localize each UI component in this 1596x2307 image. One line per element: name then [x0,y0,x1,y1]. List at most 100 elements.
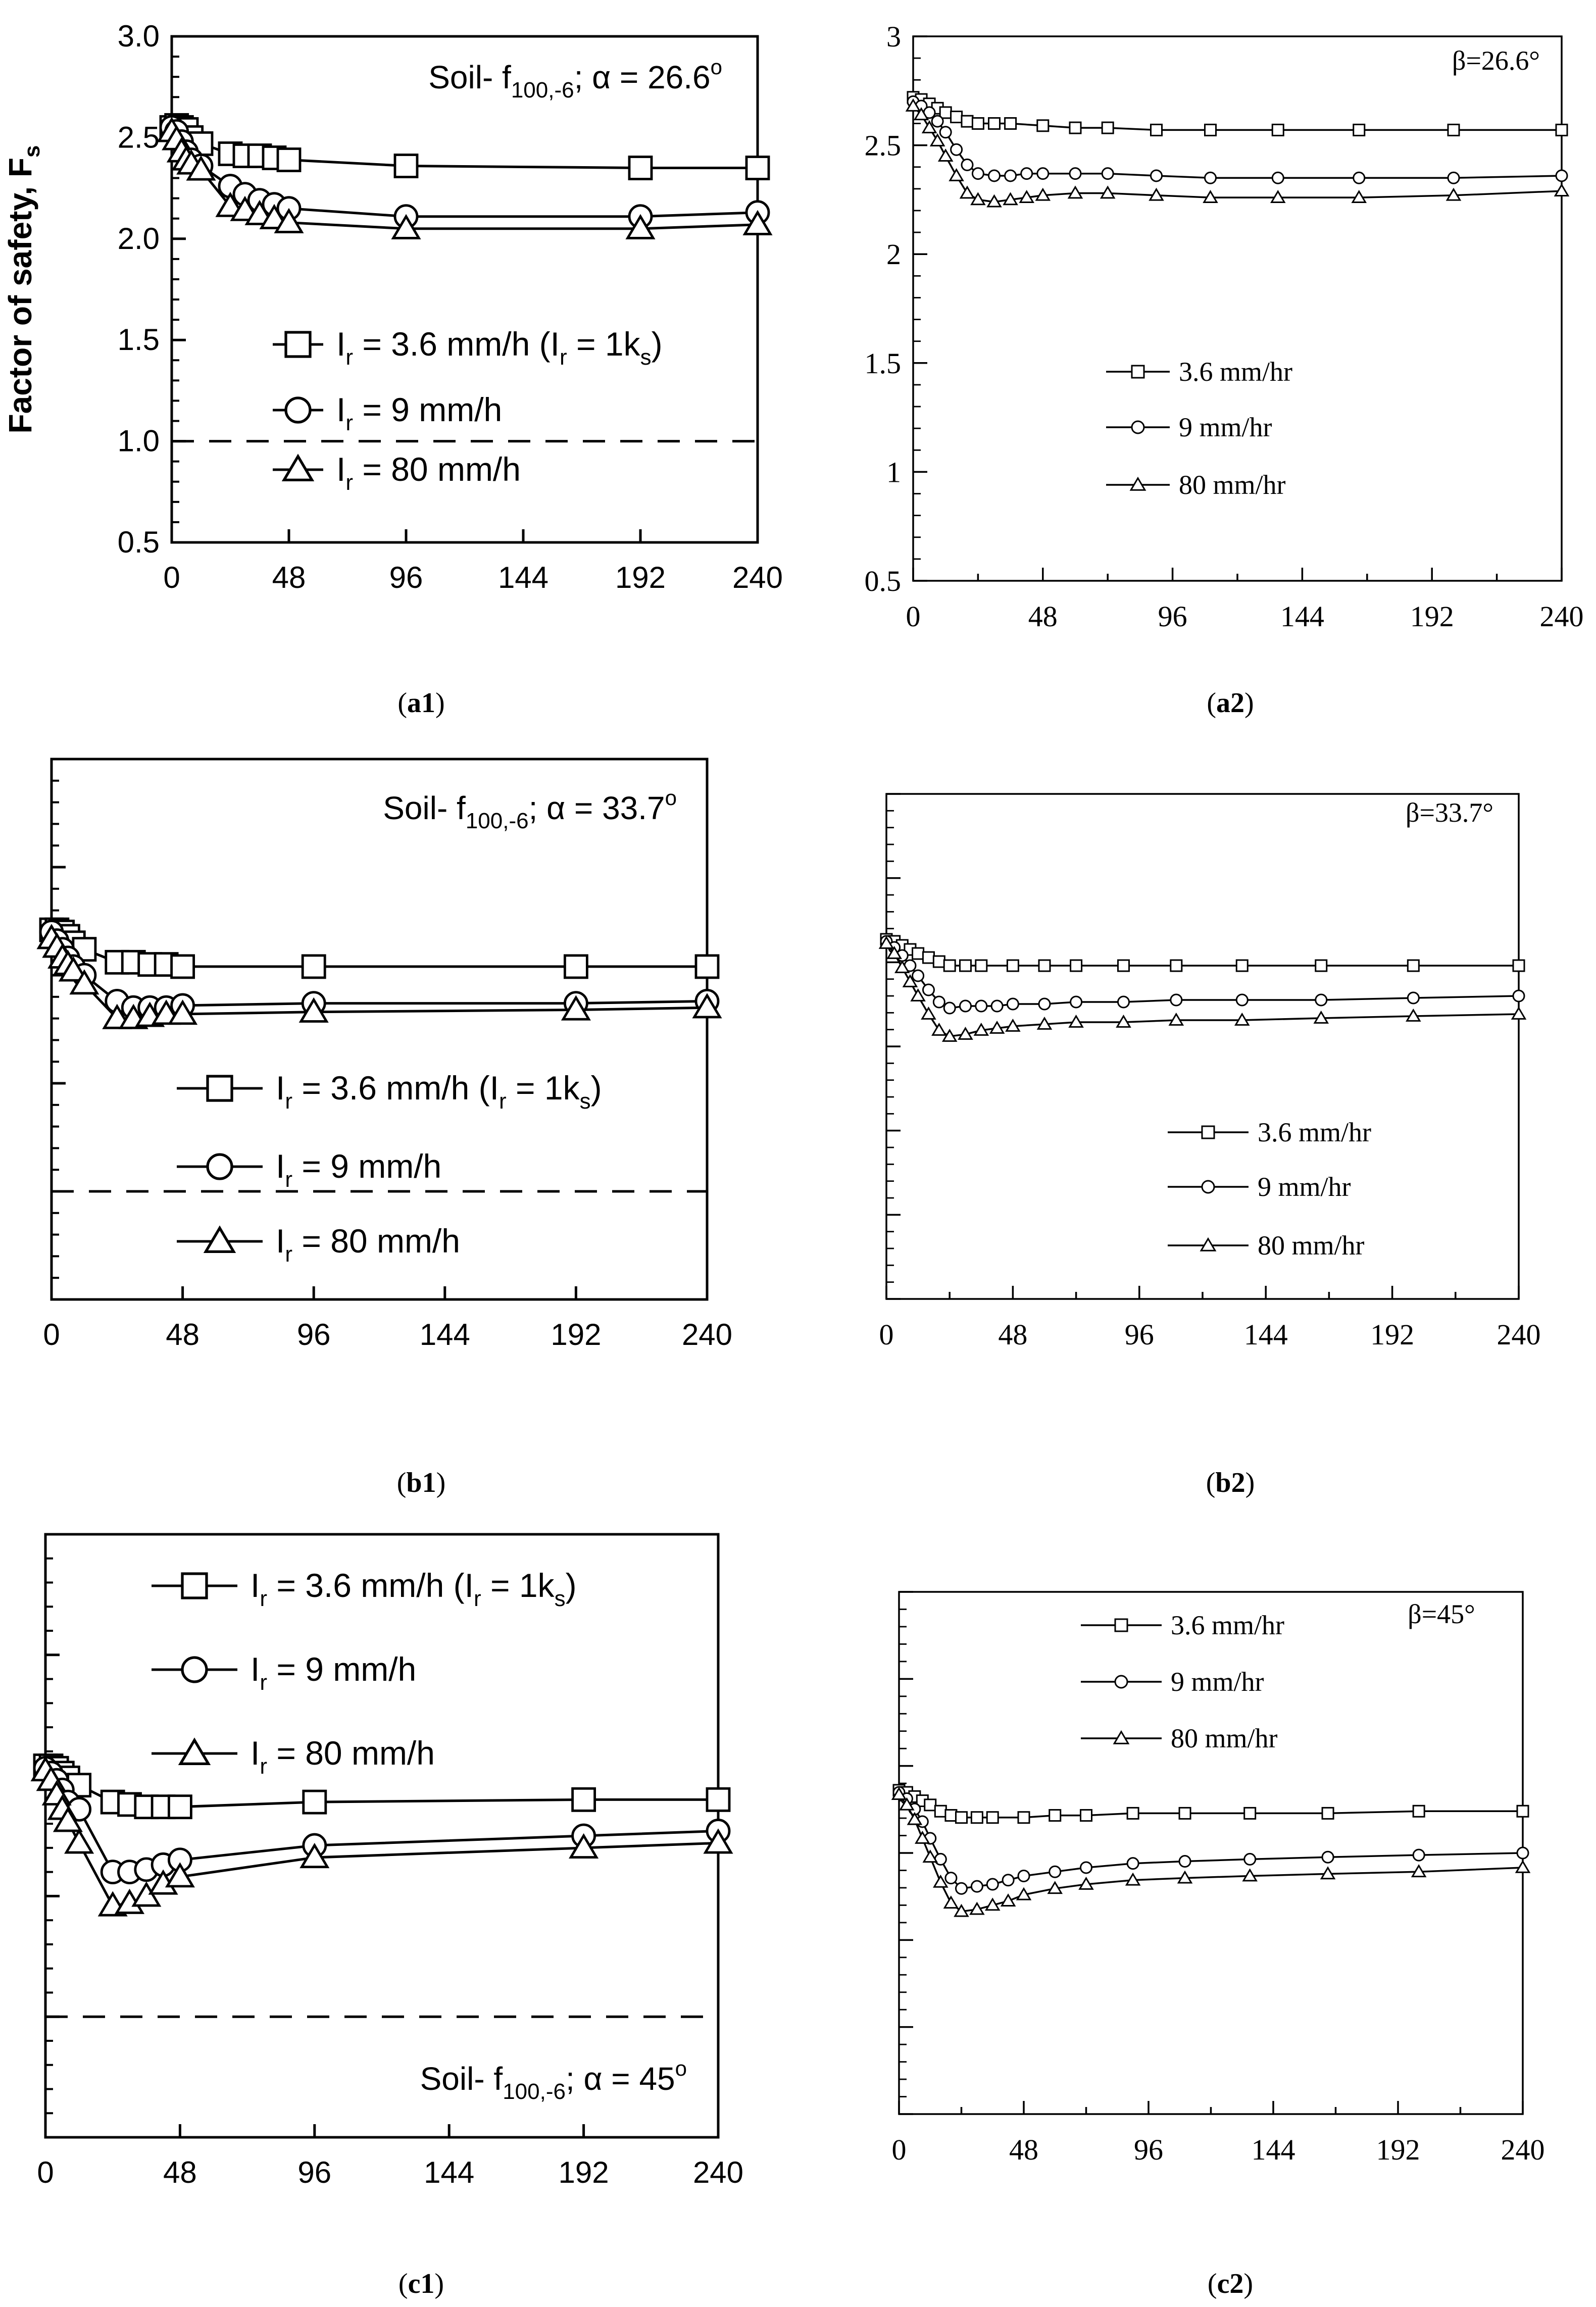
caption-a2-letter: a [1216,687,1230,719]
x-tick-label-c2: 48 [1009,2133,1038,2166]
x-tick-label-b1: 240 [682,1318,732,1351]
x-tick-label-c1: 0 [37,2155,54,2189]
x-tick-label-b1: 192 [551,1318,601,1351]
data-point-b2-2 [1168,1012,1184,1026]
legend-sub: r [260,1754,267,1779]
caption-a1-num: 1 [421,687,435,719]
data-point-b2-1 [1315,993,1328,1007]
data-point-c1-2 [165,1862,195,1888]
x-tick-label-b1: 48 [166,1318,200,1351]
legend-part: I [276,1222,285,1260]
data-point-a1-0 [393,154,419,178]
data-point-b2-2 [1313,1010,1329,1024]
data-point-a2-1 [1101,167,1114,180]
y-tick-label-a1: 1.5 [118,323,160,357]
series-line-c2-1 [898,1791,1523,1890]
legend-part: ) [591,1069,602,1107]
data-point-a2-2 [986,194,1002,208]
data-point-a2-2 [1149,187,1164,201]
legend-label-c1: Ir = 3.6 mm/h (Ir = 1ks) [251,1567,577,1611]
data-point-c1-0 [302,1789,327,1815]
title-sub: 100,-6 [503,2079,566,2104]
data-point-c2-2 [969,1901,985,1915]
x-tick-label-a1: 144 [498,561,548,594]
data-point-c2-1 [986,1878,999,1891]
x-tick-label-b1: 96 [297,1318,331,1351]
plot-frame-a1 [170,35,759,544]
data-point-b2-1 [912,969,925,982]
data-point-a2-2 [1100,185,1116,199]
data-point-b2-1 [1038,997,1051,1011]
series-line-a2-1 [913,101,1562,179]
data-point-a2-2 [905,98,921,112]
data-point-a1-0 [276,147,302,172]
data-point-c2-0 [970,1811,983,1824]
title-part: Soil- f [383,790,466,826]
legend-label-a1: Ir = 3.6 mm/h (Ir = 1ks) [336,325,663,370]
legend-part: I [276,1069,285,1107]
y-axis-label-a1: Factor of safety, Fs [2,145,44,434]
legend-part: ) [566,1567,577,1604]
legend-sub: s [640,345,652,370]
data-point-a2-2 [1067,185,1083,199]
legend-part: I [276,1147,285,1185]
data-point-b2-1 [1006,997,1019,1011]
data-point-a2-1 [1447,171,1460,184]
data-point-a2-0 [1271,123,1284,136]
y-tick-label-a2: 0.5 [865,565,902,597]
data-point-a2-2 [1019,190,1034,203]
legend-sub: r [260,1670,267,1695]
svg-text:(c1): (c1) [398,2268,444,2299]
chart-title-b2: β=33.7° [1406,797,1493,828]
legend-sub: r [499,1089,507,1114]
legend-marker-b2 [1200,1237,1217,1251]
data-point-b2-1 [959,999,972,1013]
data-point-b2-2 [1406,1008,1421,1022]
y-tick-label-a1: 2.5 [118,120,160,154]
data-point-a2-1 [939,126,952,139]
legend-marker-b1 [206,1153,233,1180]
x-tick-label-a1: 192 [615,561,666,594]
data-point-c2-0 [1178,1807,1191,1820]
data-point-b2-0 [932,955,945,968]
legend-part: = 1k [567,325,641,363]
legend-sub: r [345,345,353,370]
caption-b1-letter: b [406,1467,422,1498]
legend-part: = 80 mm/h [292,1222,460,1260]
legend-part: = 1k [481,1567,555,1604]
plot-frame-b2 [885,793,1520,1300]
x-tick-label-a2: 0 [906,600,921,633]
y-axis-label-text: Factor of safety, F [2,158,38,433]
data-point-a1-2 [391,214,421,239]
data-point-a2-1 [1204,171,1217,184]
y-tick-label-a1: 3.0 [118,19,160,53]
caption-c2: (c2) [1208,2268,1253,2299]
data-point-c1-0 [167,1794,192,1820]
data-point-c2-2 [943,1895,959,1909]
x-tick-label-c2: 0 [892,2133,907,2166]
data-point-a2-2 [959,185,975,199]
chart-title-c1: Soil- f100,-6; α = 45o [420,2057,687,2104]
data-point-a2-1 [971,167,984,180]
data-point-c2-1 [944,1872,958,1885]
data-point-c2-0 [1412,1804,1425,1818]
x-tick-label-a1: 96 [389,561,423,594]
caption-a1-letter: a [407,687,421,719]
data-point-b2-0 [912,947,925,960]
legend-part: I [251,1650,260,1688]
caption-c2-num: 2 [1229,2268,1243,2299]
data-point-b2-2 [1068,1014,1084,1028]
data-point-a2-1 [950,143,963,156]
data-point-b2-2 [921,1006,936,1020]
data-point-a2-0 [971,117,984,130]
caption-b2-letter: b [1215,1467,1231,1498]
data-point-c2-2 [891,1787,907,1800]
data-point-b2-1 [943,1001,956,1015]
data-point-a2-1 [961,158,974,171]
data-point-b2-2 [941,1028,958,1042]
data-point-a2-0 [1036,119,1050,132]
chart-title-a1: Soil- f100,-6; α = 26.6o [428,55,722,103]
chart-c1: 0 48 96 144 192 240 Soil- f100,-6; α = 45o Ir =… [30,1533,743,2189]
x-tick-label-c2: 96 [1134,2133,1163,2166]
